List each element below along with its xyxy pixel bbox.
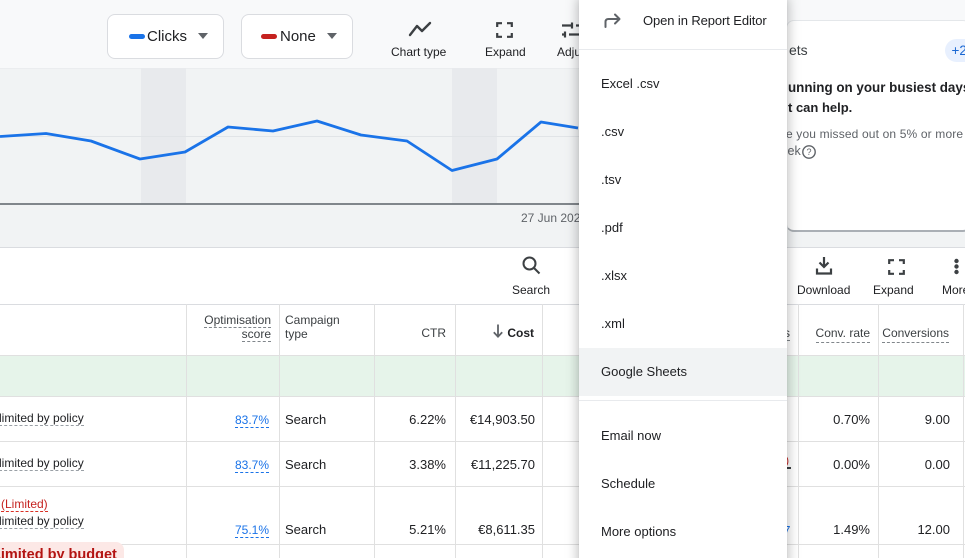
svg-text:?: ? <box>806 147 811 157</box>
